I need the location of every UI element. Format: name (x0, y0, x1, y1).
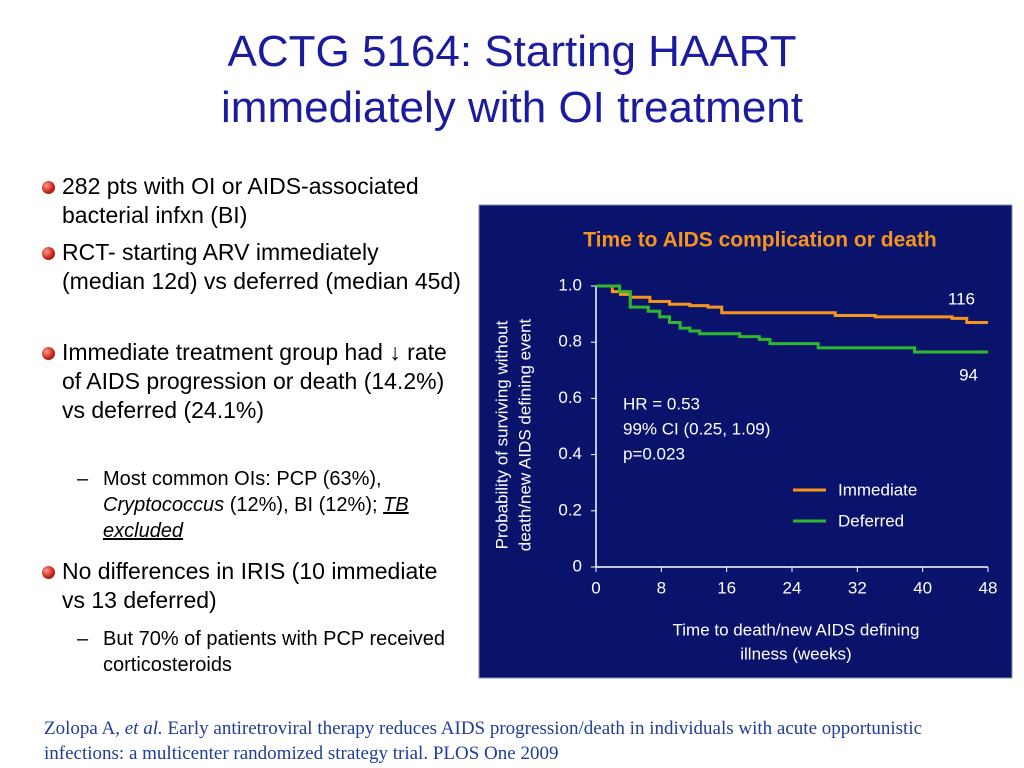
chart-panel (478, 204, 1013, 679)
bullet-marker (42, 566, 55, 579)
text-run: Immediate treatment group had ↓ rate of … (62, 339, 447, 423)
y-axis-label: death/new AIDS defining event (515, 318, 534, 551)
survival-curve (596, 284, 988, 325)
x-tick-label: 0 (591, 578, 600, 597)
y-tick-label: 0.8 (558, 332, 582, 351)
x-tick-label: 40 (913, 578, 932, 597)
survival-curve (596, 284, 988, 354)
bullet: 282 pts with OI or AIDS-associated bacte… (42, 172, 462, 230)
y-tick-label: 0.6 (558, 388, 582, 407)
x-tick-label: 16 (717, 578, 736, 597)
annotation: p=0.023 (623, 444, 685, 463)
bullet-marker (42, 347, 55, 360)
sub-bullet: – Most common OIs: PCP (63%), Cryptococcu… (77, 466, 463, 544)
text-run: et al. (124, 718, 163, 739)
text-run: Zolopa A, (44, 718, 125, 739)
legend-label: Immediate (838, 480, 917, 499)
sub-bullet-marker: – (77, 468, 89, 490)
bullet-marker (42, 247, 55, 260)
text-run: TB excluded (103, 494, 409, 542)
annotation: 116 (948, 289, 975, 308)
sub-bullet: – But 70% of patients with PCP received c… (77, 626, 463, 678)
text-run: Early antiretroviral therapy reduces AID… (44, 718, 923, 764)
text-run: Most common OIs: PCP (63%), (103, 468, 382, 490)
slide-title: immediately with OI treatment (221, 83, 803, 132)
x-axis-label: illness (weeks) (740, 644, 851, 663)
text-run: No differences in IRIS (10 immediate vs … (62, 558, 438, 613)
bullet: RCT- starting ARV immediately (median 12… (42, 238, 462, 296)
x-tick-label: 32 (848, 578, 867, 597)
bullet-marker (42, 181, 55, 194)
x-tick-label: 48 (979, 578, 998, 597)
x-tick-label: 24 (783, 578, 802, 597)
legend-label: Deferred (838, 511, 904, 530)
text-run: Cryptococcus (103, 494, 225, 516)
annotation: HR = 0.53 (623, 394, 700, 413)
chart-title: Time to AIDS complication or death (583, 229, 937, 252)
y-tick-label: 0 (573, 556, 582, 575)
x-axis-label: Time to death/new AIDS defining (673, 620, 920, 639)
y-tick-label: 1.0 (558, 275, 582, 294)
x-tick-label: 8 (657, 578, 666, 597)
text-run: RCT- starting ARV immediately (median 12… (62, 239, 461, 294)
y-tick-label: 0.4 (558, 444, 582, 463)
reference: Zolopa A, et al. Early antiretroviral th… (44, 716, 1004, 766)
y-axis-label: Probability of surviving without (492, 320, 511, 549)
text-run: (12%), BI (12%); (224, 494, 384, 516)
y-tick-label: 0.2 (558, 500, 582, 519)
text-run: 282 pts with OI or AIDS-associated bacte… (62, 173, 419, 228)
sub-bullet-marker: – (77, 628, 89, 650)
annotation: 99% CI (0.25, 1.09) (623, 419, 770, 438)
bullet: Immediate treatment group had ↓ rate of … (42, 338, 462, 425)
slide-title: ACTG 5164: Starting HAART (227, 27, 797, 76)
bullet: No differences in IRIS (10 immediate vs … (42, 557, 462, 615)
text-run: But 70% of patients with PCP received co… (103, 628, 446, 676)
annotation: 94 (959, 365, 978, 384)
